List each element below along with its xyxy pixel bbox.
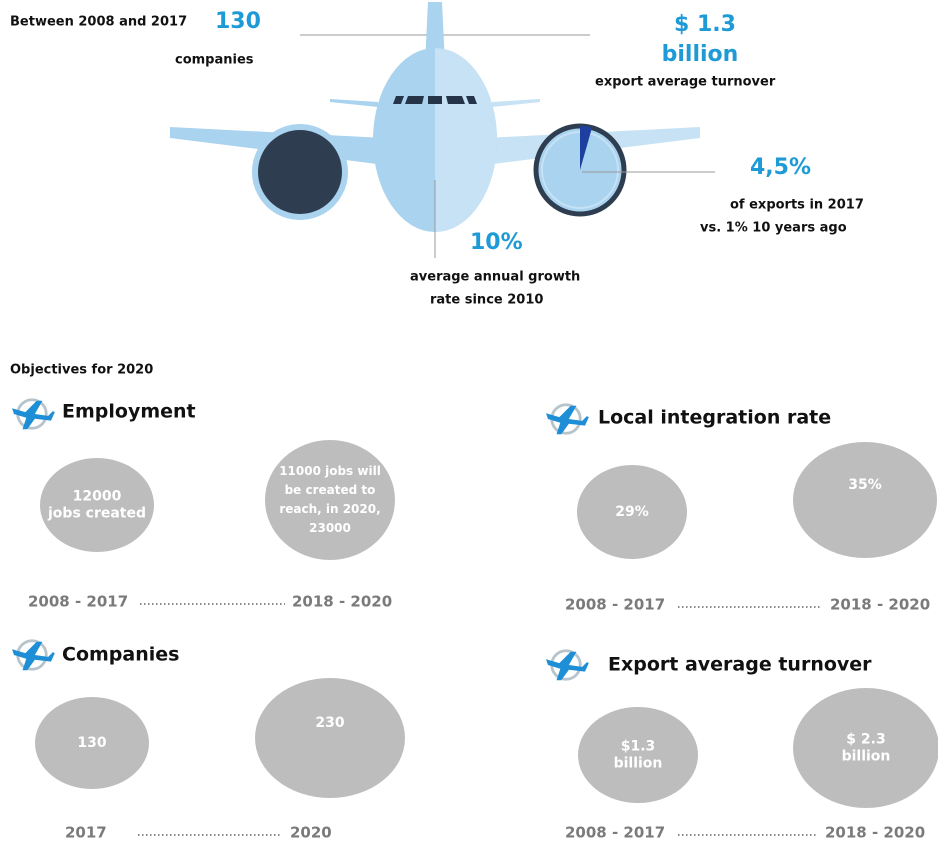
bubble-text: 230: [315, 715, 344, 731]
turnover-label: export average turnover: [595, 75, 776, 90]
growth-line: rate since 2010: [430, 293, 543, 308]
section-title: Employment: [62, 401, 196, 423]
bubble: [255, 678, 405, 798]
export-share-line: of exports in 2017: [730, 198, 864, 213]
turnover-unit: billion: [662, 42, 739, 67]
bubble-text: billion: [842, 749, 891, 765]
plane-icon: [10, 398, 56, 431]
period: Between 2008 and 2017: [10, 15, 187, 30]
bubble: [793, 688, 938, 808]
companies-value: 130: [215, 9, 261, 34]
bubble-text: 29%: [615, 504, 649, 520]
plane-icon: [544, 649, 590, 682]
bubble-text: 35%: [848, 477, 882, 493]
period-label: 2018 - 2020: [292, 593, 392, 611]
period-label: 2018 - 2020: [830, 596, 930, 614]
plane-icon: [10, 639, 56, 672]
plane-icon: [544, 403, 590, 436]
bubble-text: jobs created: [47, 506, 146, 522]
bubble: [265, 440, 395, 560]
period-label: 2008 - 2017: [565, 824, 665, 842]
period-label: 2008 - 2017: [565, 596, 665, 614]
bubble: [40, 458, 154, 552]
period-label: 2020: [290, 824, 332, 842]
bubble-text: 130: [77, 735, 106, 751]
period-label: 2008 - 2017: [28, 593, 128, 611]
bubble-text: 12000: [73, 489, 122, 505]
turnover-value: $ 1.3: [674, 12, 736, 37]
export-share-value: 4,5%: [750, 155, 811, 180]
bubble: [577, 465, 687, 559]
objectives-title: Objectives for 2020: [10, 363, 153, 378]
section-title: Local integration rate: [598, 407, 831, 429]
growth-value: 10%: [470, 230, 523, 255]
export-share-line: vs. 1% 10 years ago: [700, 221, 847, 236]
bubble-text: $1.3: [621, 739, 656, 755]
section-title: Companies: [62, 644, 179, 666]
bubble: [793, 442, 937, 558]
growth-line: average annual growth: [410, 270, 580, 285]
bubble-text: $ 2.3: [846, 732, 885, 748]
period-label: 2018 - 2020: [825, 824, 925, 842]
bubble-text: reach, in 2020,: [279, 502, 380, 516]
airplane: [170, 2, 715, 258]
companies-label: companies: [175, 53, 254, 68]
bubble-text: be created to: [285, 483, 376, 497]
bubble-text: 23000: [309, 521, 351, 535]
bubble: [35, 697, 149, 789]
bubble-text: 11000 jobs will: [279, 464, 381, 478]
bubble-text: billion: [614, 756, 663, 772]
section-title: Export average turnover: [608, 654, 872, 676]
bubble: [578, 707, 698, 803]
period-label: 2017: [65, 824, 107, 842]
